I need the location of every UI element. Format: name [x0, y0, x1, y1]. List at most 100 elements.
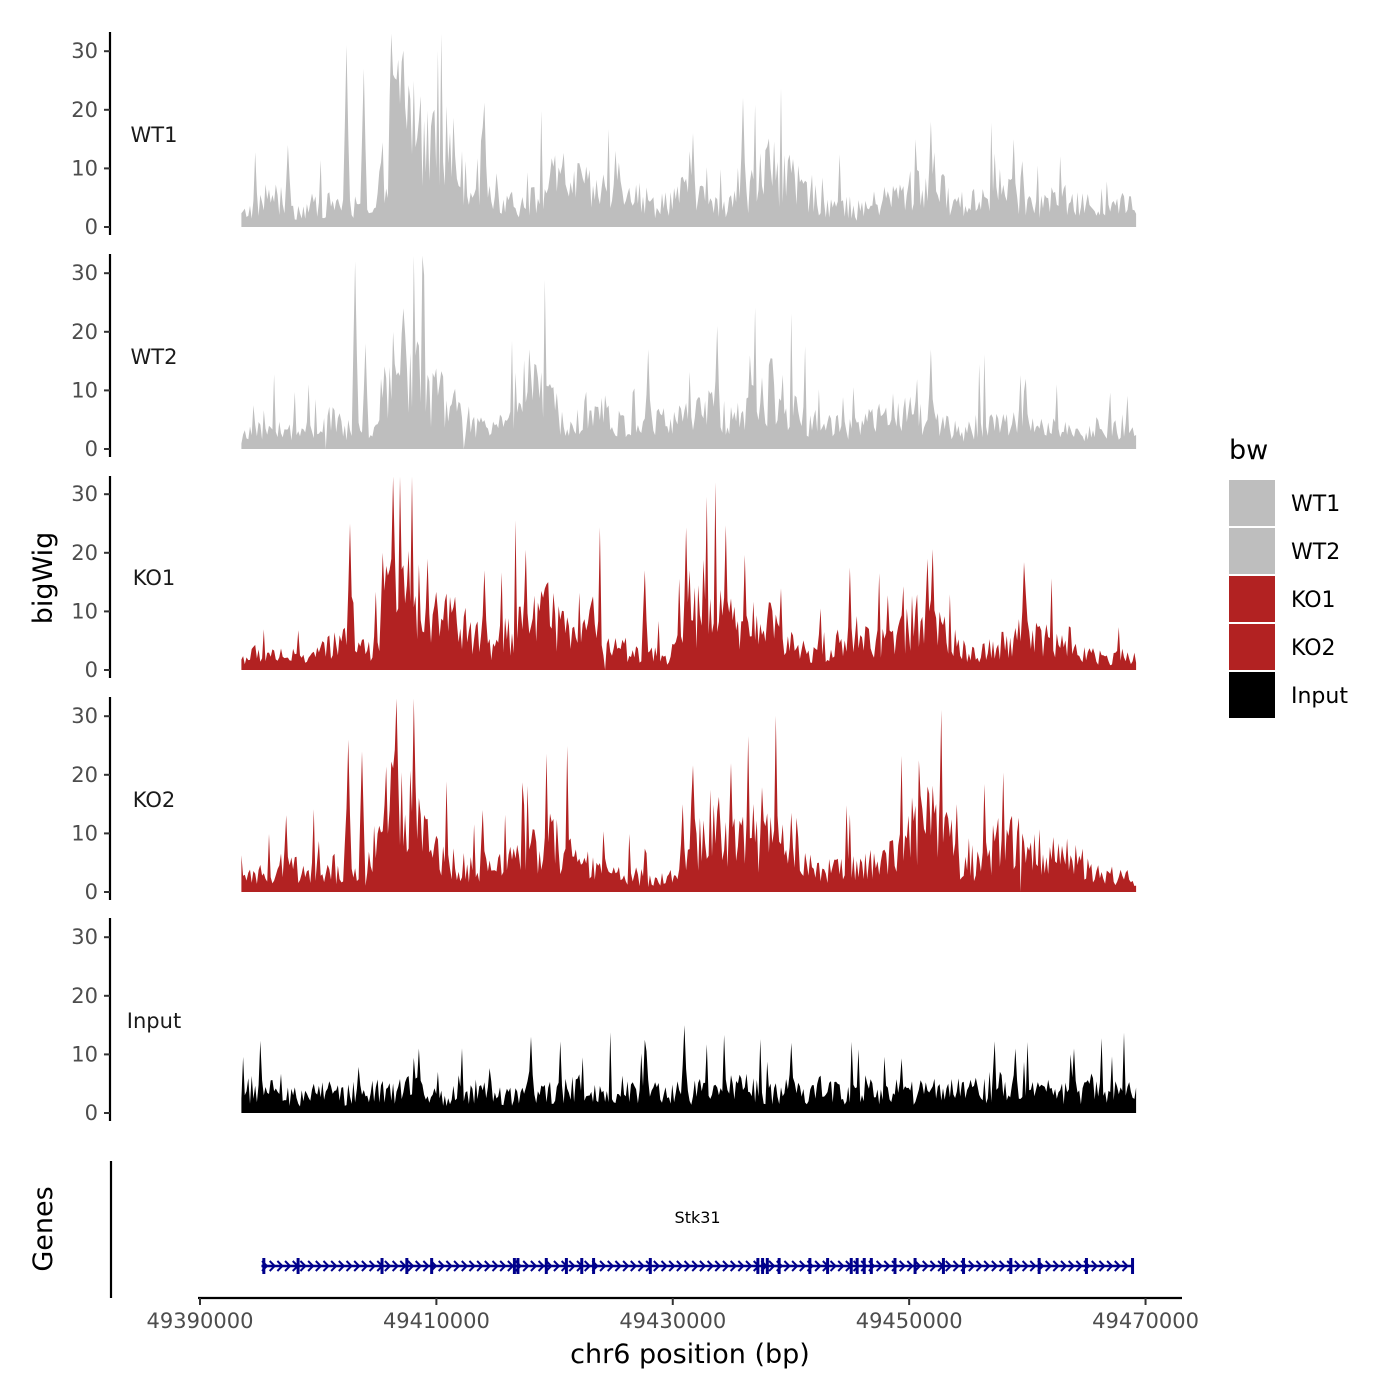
strand-arrow-icon [553, 1260, 561, 1272]
strand-arrow-icon [414, 1260, 423, 1272]
strand-arrow-icon [568, 1260, 576, 1272]
exon-8 [564, 1258, 568, 1274]
strand-arrow-icon [706, 1260, 715, 1272]
x-tick-label-2: 49430000 [619, 1309, 726, 1333]
exon-13 [761, 1258, 765, 1274]
exon-0 [262, 1258, 266, 1274]
y-tick-label-wt1-10: 10 [71, 156, 98, 180]
exon-17 [826, 1258, 830, 1274]
strand-arrow-icon [814, 1260, 822, 1272]
strand-arrow-icon [361, 1260, 369, 1272]
y-tick-label-input-0: 0 [85, 1101, 98, 1125]
exon-25 [962, 1258, 966, 1274]
strand-arrow-icon [883, 1260, 891, 1272]
exon-20 [862, 1258, 866, 1274]
x-tick-label-3: 49450000 [856, 1309, 963, 1333]
strand-arrow-icon [660, 1260, 668, 1272]
y-tick-label-ko1-10: 10 [71, 599, 98, 623]
strand-arrow-icon [1098, 1260, 1106, 1272]
y-tick-label-ko2-30: 30 [71, 704, 98, 728]
x-tick-label-4: 49470000 [1092, 1309, 1199, 1333]
x-tick-label-1: 49410000 [383, 1309, 490, 1333]
strand-arrow-icon [330, 1260, 338, 1272]
strand-arrow-icon [1121, 1260, 1129, 1272]
strand-arrow-icon [299, 1260, 307, 1272]
strand-arrow-icon [921, 1260, 930, 1272]
track-wt2: 0 10 20 30 WT2 [71, 254, 1137, 461]
coverage-area-input [241, 1025, 1137, 1113]
exon-16 [808, 1258, 812, 1274]
strand-arrow-icon [445, 1260, 453, 1272]
strand-arrow-icon [1060, 1260, 1068, 1272]
strand-arrow-icon [484, 1260, 492, 1272]
y-tick-label-ko1-20: 20 [71, 541, 98, 565]
y-tick-label-input-30: 30 [71, 925, 98, 949]
strand-arrow-icon [1052, 1260, 1060, 1272]
strand-arrow-icon [945, 1260, 953, 1272]
strand-arrow-icon [368, 1260, 376, 1272]
strand-arrow-icon [791, 1260, 799, 1272]
strand-arrow-icon [522, 1260, 530, 1272]
strand-arrow-icon [468, 1260, 476, 1272]
strand-arrow-icon [683, 1260, 691, 1272]
legend-label-wt1: WT1 [1291, 492, 1340, 517]
legend-swatch-ko2 [1229, 624, 1275, 670]
strand-arrow-icon [768, 1260, 776, 1272]
strand-arrow-icon [1044, 1260, 1053, 1272]
strand-arrow-icon [545, 1260, 553, 1272]
legend-swatch-wt1 [1229, 480, 1275, 526]
exon-7 [544, 1258, 548, 1274]
strand-arrow-icon [530, 1260, 538, 1272]
exon-28 [1084, 1258, 1088, 1274]
strand-arrow-icon [1114, 1260, 1122, 1272]
strand-arrow-icon [699, 1260, 707, 1272]
exon-23 [913, 1258, 917, 1274]
y-tick-label-wt1-20: 20 [71, 98, 98, 122]
exon-24 [941, 1258, 945, 1274]
strand-arrow-icon [691, 1260, 699, 1272]
exon-12 [756, 1258, 760, 1274]
strand-arrow-icon [968, 1260, 976, 1272]
strand-arrow-icon [453, 1260, 461, 1272]
strand-arrow-icon [737, 1260, 745, 1272]
exon-1 [296, 1258, 300, 1274]
strand-arrow-icon [729, 1260, 738, 1272]
genes-axis-title: Genes [28, 1186, 59, 1271]
track-label-ko2: KO2 [133, 788, 176, 812]
exon-3 [405, 1258, 409, 1274]
strand-arrow-icon [537, 1260, 545, 1272]
legend-swatch-input [1229, 672, 1275, 718]
strand-arrow-icon [384, 1260, 392, 1272]
strand-arrow-icon [399, 1260, 407, 1272]
strand-arrow-icon [437, 1260, 446, 1272]
strand-arrow-icon [1029, 1260, 1037, 1272]
exon-5 [512, 1258, 516, 1274]
x-tick-label-0: 49390000 [147, 1309, 254, 1333]
y-tick-label-wt1-0: 0 [85, 215, 98, 239]
strand-arrow-icon [583, 1260, 592, 1272]
strand-arrow-icon [991, 1260, 999, 1272]
strand-arrow-icon [745, 1260, 753, 1272]
y-tick-label-wt2-30: 30 [71, 261, 98, 285]
exon-27 [1037, 1258, 1041, 1274]
strand-arrow-icon [783, 1260, 791, 1272]
y-tick-label-ko2-20: 20 [71, 763, 98, 787]
strand-arrow-icon [837, 1260, 845, 1272]
exon-6 [516, 1258, 520, 1274]
strand-arrow-icon [599, 1260, 607, 1272]
y-tick-label-ko1-0: 0 [85, 658, 98, 682]
track-input: 0 10 20 30 Input [71, 918, 1137, 1125]
strand-arrow-icon [307, 1260, 315, 1272]
strand-arrow-icon [422, 1260, 430, 1272]
exon-26 [1009, 1258, 1013, 1274]
track-label-wt1: WT1 [131, 123, 178, 147]
track-ko2: 0 10 20 30 KO2 [71, 697, 1137, 904]
strand-arrow-icon [338, 1260, 346, 1272]
strand-arrow-icon [668, 1260, 676, 1272]
track-label-input: Input [127, 1009, 181, 1033]
strand-arrow-icon [476, 1260, 484, 1272]
legend-label-wt2: WT2 [1291, 540, 1340, 565]
strand-arrow-icon [929, 1260, 937, 1272]
coverage-area-ko1 [241, 476, 1137, 670]
